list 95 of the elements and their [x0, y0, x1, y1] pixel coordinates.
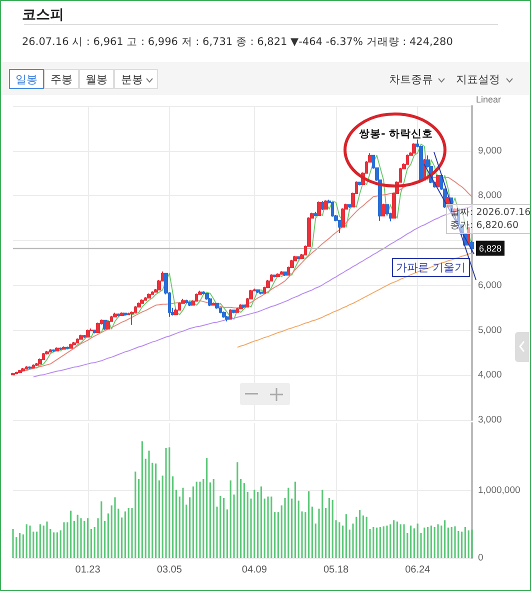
annotation: 종가: 6,820.60: [450, 220, 519, 231]
candlestick: [276, 272, 280, 278]
candlestick: [436, 174, 440, 188]
candlestick: [66, 346, 69, 350]
text: 일봉: [9, 69, 44, 89]
annotation: 가파른 기울기: [392, 258, 470, 278]
candlestick: [232, 309, 236, 314]
candlestick: [256, 288, 260, 294]
candlestick: [59, 347, 62, 351]
candlestick: [195, 293, 198, 302]
candlestick: [49, 348, 52, 353]
candlestick: [151, 290, 154, 296]
candlestick: [28, 366, 32, 370]
candlestick: [297, 256, 300, 260]
candlestick: [242, 304, 246, 308]
candlestick: [35, 362, 39, 366]
candlestick: [147, 293, 151, 299]
line-series: [32, 206, 472, 378]
candlestick: [470, 240, 474, 254]
candlestick: [42, 352, 45, 360]
line-series: [236, 252, 472, 348]
candlestick: [123, 312, 127, 316]
chart-title: 코스피: [22, 6, 64, 24]
candlestick: [229, 308, 232, 320]
candlestick: [32, 364, 35, 369]
candlestick: [331, 201, 334, 218]
ref-line-label: 6,828: [479, 243, 502, 254]
x-tick-label: 04.09: [242, 564, 268, 576]
text: 분봉: [114, 69, 158, 89]
y-tick-label: 4,000: [478, 370, 502, 381]
x-tick-label: 01.23: [75, 564, 101, 576]
candlestick: [185, 299, 188, 304]
candlestick: [219, 306, 222, 314]
y-tick-label: 5,000: [478, 324, 502, 336]
x-tick-label: 05.18: [323, 564, 349, 576]
candlestick: [212, 302, 215, 306]
candlestick: [348, 204, 351, 208]
candlestick: [317, 201, 321, 216]
candlestick: [21, 367, 25, 372]
y-tick-label: 0: [478, 552, 484, 564]
x-tick-label: 03.05: [156, 564, 182, 576]
candlestick: [338, 219, 341, 234]
candlestick: [76, 338, 79, 344]
candlestick: [25, 366, 28, 370]
candlestick: [280, 270, 283, 276]
text: 주봉: [44, 69, 79, 89]
candlestick: [11, 372, 15, 376]
candlestick: [52, 348, 56, 352]
candlestick: [178, 302, 181, 312]
candlestick: [86, 329, 90, 338]
text: 월봉: [79, 69, 114, 89]
text: 차트종류: [389, 72, 433, 87]
chart-subtitle: 26.07.16 시 : 6,961 고 : 6,996 저 : 6,731 종 : 6,821 ▼-464 -6.37% 거래량 : 424,280: [22, 35, 453, 49]
candlestick: [236, 307, 239, 314]
text: 지표설정: [456, 72, 500, 87]
candlestick: [55, 346, 59, 352]
y-tick-label: 8,000: [478, 190, 502, 202]
candlestick: [62, 346, 66, 350]
candlestick: [225, 315, 229, 322]
candlestick: [283, 271, 287, 277]
annotation: 날짜: 2026.07.16: [450, 207, 531, 218]
candlestick: [239, 304, 243, 310]
candlestick: [69, 343, 73, 350]
candlestick: [79, 334, 83, 340]
line-series: [26, 144, 472, 372]
y-axis-title: Linear: [476, 94, 502, 104]
candlestick: [106, 320, 110, 330]
annotation: 쌍봉- 하락신호: [359, 127, 434, 141]
candlestick: [96, 322, 100, 334]
candlestick: [113, 312, 117, 318]
candlestick: [222, 310, 226, 318]
candlestick: [324, 200, 328, 210]
candlestick: [406, 154, 409, 166]
y-tick-label: 6,000: [478, 280, 502, 291]
candlestick: [15, 371, 18, 375]
candlestick: [18, 369, 22, 374]
y-tick-label: 9,000: [478, 145, 502, 156]
candlestick: [314, 211, 317, 217]
candlestick: [215, 302, 219, 310]
candlestick: [72, 341, 76, 346]
candlestick: [83, 334, 86, 338]
candlestick: [120, 312, 124, 316]
candlestick: [140, 298, 144, 304]
candlestick: [341, 208, 345, 228]
candlestick: [93, 329, 96, 334]
candlestick: [117, 312, 120, 317]
candlestick: [259, 291, 263, 295]
candlestick: [321, 200, 324, 211]
candlestick: [382, 203, 385, 217]
y-tick-label: 1,000,000: [478, 485, 520, 496]
candlestick: [208, 297, 212, 307]
candlestick: [144, 296, 147, 302]
y-tick-label: 3,000: [478, 414, 502, 426]
candlestick: [412, 142, 416, 154]
x-tick-label: 06.24: [405, 564, 431, 576]
